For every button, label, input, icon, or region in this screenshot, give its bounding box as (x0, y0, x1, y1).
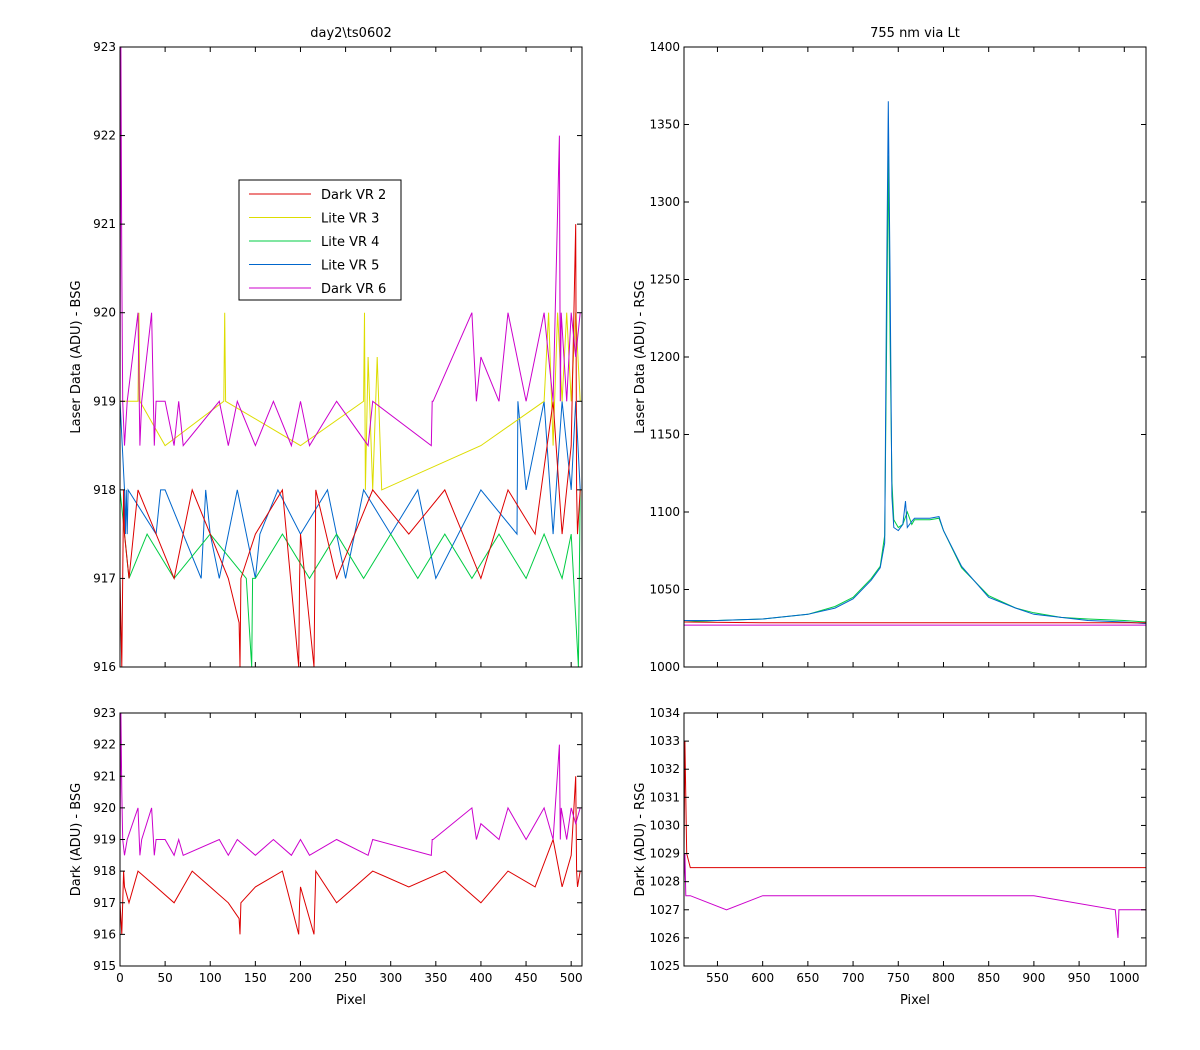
ytick-label-tr-0: 1000 (649, 660, 680, 674)
y-axis-label-bl: Dark (ADU) - BSG (69, 783, 84, 897)
ytick-label-br-5: 1030 (649, 818, 680, 832)
legend-tl: Dark VR 2 Lite VR 3 Lite VR 4 Lite VR 5 Dark… (238, 179, 402, 301)
series-line-br-1 (684, 853, 1146, 938)
series-line-bl-1 (120, 713, 581, 857)
xtick-label-bl-10: 500 (560, 971, 583, 985)
chart-panel-tr: 1000 1050 1100 1150 1200 1250 1300 1350 1400 755 … (633, 26, 1147, 674)
legend-box (238, 179, 402, 301)
ytick-label-bl-5: 920 (93, 801, 116, 815)
xtick-label-br-8: 950 (1068, 971, 1091, 985)
series-line-br-0 (684, 741, 1146, 869)
ytick-label-tl-1: 917 (93, 571, 116, 585)
series-line-bl-0 (120, 776, 581, 935)
legend-entry-1: Lite VR 3 (321, 212, 379, 227)
ytick-label-br-9: 1034 (649, 706, 680, 720)
ytick-label-bl-3: 918 (93, 864, 116, 878)
y-axis-label-tl: Laser Data (ADU) - BSG (69, 280, 84, 433)
series-line-tl-4 (120, 47, 581, 448)
ytick-label-tl-0: 916 (93, 660, 116, 674)
ytick-label-br-2: 1027 (649, 903, 680, 917)
ytick-label-br-3: 1028 (649, 875, 680, 889)
axes-box-br (683, 712, 1147, 967)
ytick-label-bl-4: 919 (93, 833, 116, 847)
ytick-label-tr-1: 1050 (649, 583, 680, 597)
ytick-label-tl-6: 922 (93, 129, 116, 143)
ytick-label-tr-2: 1100 (649, 505, 680, 519)
series-line-tr-1 (684, 101, 1146, 625)
y-axis-label-br: Dark (ADU) - RSG (633, 783, 648, 897)
xtick-label-bl-3: 150 (244, 971, 267, 985)
chart-panel-bl: 915 916 917 918 919 920 921 922 923 0 50 100 150 200 2… (69, 706, 583, 1008)
xtick-label-br-6: 850 (977, 971, 1000, 985)
ytick-label-tr-7: 1350 (649, 118, 680, 132)
ytick-label-tl-3: 919 (93, 394, 116, 408)
xtick-label-br-4: 750 (887, 971, 910, 985)
series-line-tl-2 (120, 312, 581, 491)
axes-box-tl (119, 46, 583, 668)
ytick-label-tr-5: 1250 (649, 273, 680, 287)
ytick-label-bl-1: 916 (93, 927, 116, 941)
series-line-tl-1 (120, 489, 581, 667)
ytick-label-bl-6: 921 (93, 769, 116, 783)
xtick-label-br-1: 600 (751, 971, 774, 985)
legend-entry-0: Dark VR 2 (321, 188, 386, 203)
chart-title-tl: day2\ts0602 (310, 26, 392, 41)
ytick-label-bl-8: 923 (93, 706, 116, 720)
xtick-label-bl-8: 400 (469, 971, 492, 985)
ytick-label-tr-6: 1300 (649, 195, 680, 209)
axes-box-bl (119, 712, 583, 967)
ytick-label-tr-8: 1400 (649, 40, 680, 54)
xtick-label-br-3: 700 (842, 971, 865, 985)
xtick-label-bl-7: 350 (424, 971, 447, 985)
series-line-tl-0 (120, 401, 581, 580)
ytick-label-br-1: 1026 (649, 931, 680, 945)
ytick-label-br-6: 1031 (649, 790, 680, 804)
ytick-label-tr-4: 1200 (649, 350, 680, 364)
ytick-label-tr-3: 1150 (649, 428, 680, 442)
ytick-label-br-4: 1029 (649, 847, 680, 861)
xtick-label-br-9: 1000 (1109, 971, 1140, 985)
xtick-label-bl-2: 100 (199, 971, 222, 985)
xtick-label-bl-9: 450 (515, 971, 538, 985)
series-line-tr-0 (684, 155, 1146, 623)
ytick-label-br-8: 1033 (649, 734, 680, 748)
chart-panel-tl: 916 917 918 919 920 921 922 923 day2\ts0602 Laser… (69, 26, 583, 674)
ytick-label-tl-2: 918 (93, 483, 116, 497)
xtick-label-bl-0: 0 (116, 971, 124, 985)
ytick-label-bl-7: 922 (93, 738, 116, 752)
ytick-label-bl-2: 917 (93, 896, 116, 910)
ytick-label-br-0: 1025 (649, 959, 680, 973)
xtick-label-br-2: 650 (796, 971, 819, 985)
axes-box-tr (683, 46, 1147, 668)
y-axis-label-tr: Laser Data (ADU) - RSG (633, 280, 648, 434)
xtick-label-bl-6: 300 (379, 971, 402, 985)
xtick-label-br-0: 550 (706, 971, 729, 985)
ytick-label-br-7: 1032 (649, 762, 680, 776)
ytick-label-bl-0: 915 (93, 959, 116, 973)
chart-panel-br: 1025 1026 1027 1028 1029 1030 1031 1032 1033 1034… (633, 706, 1147, 1008)
legend-entry-4: Dark VR 6 (321, 282, 386, 297)
x-axis-label-bl: Pixel (336, 993, 366, 1008)
ytick-label-tl-7: 923 (93, 40, 116, 54)
legend-entry-2: Lite VR 4 (321, 235, 379, 250)
legend-entry-3: Lite VR 5 (321, 259, 379, 274)
xtick-label-bl-4: 200 (289, 971, 312, 985)
series-line-tr-2 (684, 621, 1146, 624)
xtick-label-br-5: 800 (932, 971, 955, 985)
xtick-label-bl-1: 50 (157, 971, 172, 985)
x-axis-label-br: Pixel (900, 993, 930, 1008)
ytick-label-tl-5: 921 (93, 217, 116, 231)
chart-title-tr: 755 nm via Lt (870, 26, 960, 41)
ytick-label-tl-4: 920 (93, 306, 116, 320)
xtick-label-br-7: 900 (1022, 971, 1045, 985)
xtick-label-bl-5: 250 (334, 971, 357, 985)
